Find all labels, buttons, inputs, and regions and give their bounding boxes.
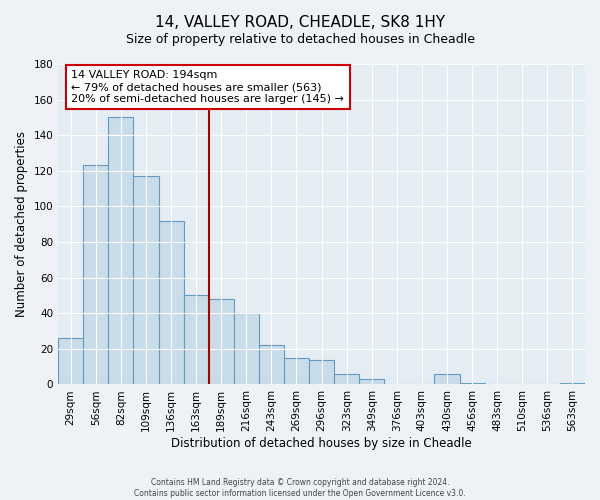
- Bar: [109, 118, 133, 384]
- Text: 14, VALLEY ROAD, CHEADLE, SK8 1HY: 14, VALLEY ROAD, CHEADLE, SK8 1HY: [155, 15, 445, 30]
- Bar: [184, 296, 209, 384]
- Y-axis label: Number of detached properties: Number of detached properties: [15, 131, 28, 317]
- Bar: [460, 382, 485, 384]
- Bar: [560, 382, 585, 384]
- Bar: [83, 166, 109, 384]
- Bar: [359, 379, 385, 384]
- Bar: [259, 346, 284, 385]
- X-axis label: Distribution of detached houses by size in Cheadle: Distribution of detached houses by size …: [171, 437, 472, 450]
- Bar: [284, 358, 309, 384]
- Text: 14 VALLEY ROAD: 194sqm
← 79% of detached houses are smaller (563)
20% of semi-de: 14 VALLEY ROAD: 194sqm ← 79% of detached…: [71, 70, 344, 104]
- Bar: [334, 374, 359, 384]
- Bar: [209, 299, 234, 384]
- Bar: [158, 220, 184, 384]
- Bar: [133, 176, 158, 384]
- Bar: [309, 360, 334, 384]
- Text: Size of property relative to detached houses in Cheadle: Size of property relative to detached ho…: [125, 32, 475, 46]
- Bar: [234, 313, 259, 384]
- Bar: [434, 374, 460, 384]
- Text: Contains HM Land Registry data © Crown copyright and database right 2024.
Contai: Contains HM Land Registry data © Crown c…: [134, 478, 466, 498]
- Bar: [58, 338, 83, 384]
